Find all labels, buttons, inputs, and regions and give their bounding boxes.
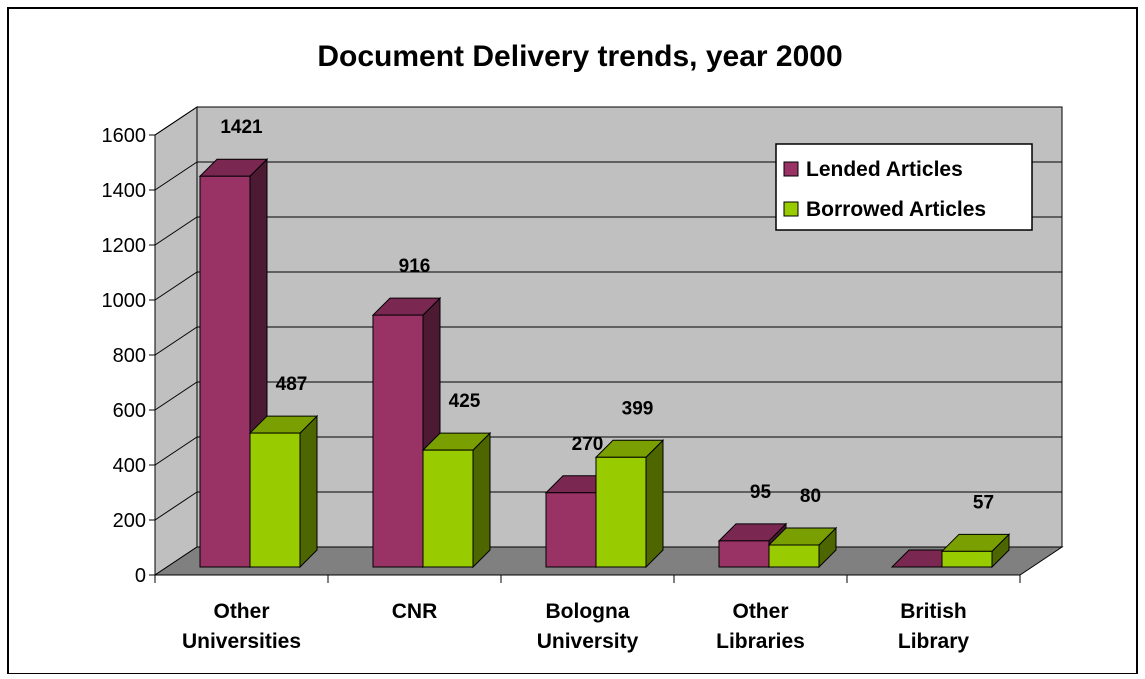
- chart-data-labels: 1421 916 270 95 487 425 399 80 57: [220, 117, 994, 513]
- bar-side: [645, 439, 664, 569]
- data-label: 916: [399, 256, 431, 277]
- bar: [595, 456, 647, 568]
- y-tick-label: 400: [113, 455, 146, 477]
- bar: [249, 432, 301, 568]
- bar: [768, 544, 820, 568]
- y-tick-label: 800: [113, 345, 146, 367]
- gridline-side: [154, 271, 198, 301]
- bar: [372, 314, 424, 568]
- bar-side: [472, 431, 491, 569]
- legend-swatch: [783, 161, 799, 177]
- x-tick-label: CNR: [392, 600, 438, 623]
- x-tick-label: British Library: [898, 600, 970, 653]
- gridline-side: [154, 491, 198, 521]
- chart-axes: 0 200 400 600 800 1000 1200 1400 1600 Other Univer…: [102, 125, 1021, 653]
- legend-label: Lended Articles: [806, 158, 963, 181]
- y-tick-label: 0: [135, 565, 146, 587]
- gridline-side: [154, 381, 198, 411]
- bar: [718, 540, 770, 568]
- x-tick-label: Other Libraries: [716, 600, 805, 653]
- bar: [545, 492, 597, 568]
- legend: Lended Articles Borrowed Articles: [775, 143, 1033, 231]
- gridline-side: [154, 436, 198, 466]
- chart-title: Document Delivery trends, year 2000: [317, 40, 842, 73]
- bar: [199, 175, 251, 568]
- x-tick-label: Bologna University: [537, 600, 639, 653]
- data-label: 270: [572, 434, 604, 455]
- gridline-side: [154, 161, 198, 191]
- data-label: 1421: [220, 117, 263, 138]
- y-tick-label: 1000: [102, 290, 147, 312]
- data-label: 57: [973, 492, 994, 513]
- y-tick-label: 1200: [102, 235, 147, 257]
- gridline-side: [154, 326, 198, 356]
- legend-label: Borrowed Articles: [806, 198, 986, 221]
- data-label: 95: [750, 482, 772, 503]
- legend-box: [775, 143, 1033, 231]
- data-label: 399: [622, 398, 654, 419]
- bar: [422, 449, 474, 568]
- y-tick-label: 1400: [102, 180, 147, 202]
- legend-swatch: [783, 201, 799, 217]
- y-tick-label: 1600: [102, 125, 147, 147]
- chart-bars: [198, 158, 1011, 569]
- data-label: 80: [800, 486, 821, 507]
- gridline-side: [154, 106, 198, 136]
- x-tick-label: Other Universities: [182, 600, 301, 653]
- gridline-side: [154, 216, 198, 246]
- bar-side: [299, 414, 318, 569]
- data-label: 487: [276, 374, 308, 395]
- y-tick-label: 200: [113, 510, 146, 532]
- data-label: 425: [449, 391, 481, 412]
- bar: [941, 550, 993, 568]
- y-tick-label: 600: [113, 400, 146, 422]
